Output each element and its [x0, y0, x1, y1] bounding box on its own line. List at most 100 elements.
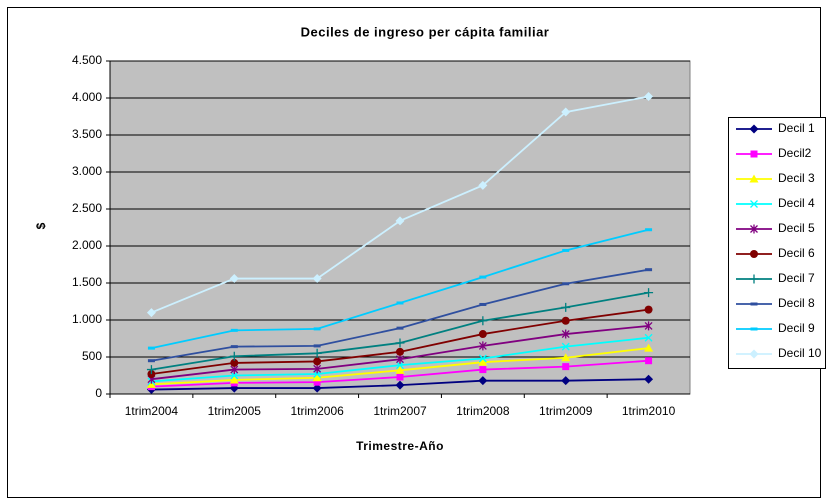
marker — [561, 353, 571, 362]
marker — [313, 364, 322, 374]
marker — [644, 343, 654, 352]
y-tick-label: 2.000 — [72, 238, 102, 252]
legend-label: Decil 1 — [778, 121, 815, 135]
marker — [395, 380, 405, 390]
marker — [750, 327, 758, 331]
x-tick-label: 1trim2009 — [539, 404, 593, 418]
marker — [313, 327, 321, 331]
x-tick-label: 1trim2008 — [456, 404, 510, 418]
marker — [644, 92, 654, 102]
y-tick-label: 500 — [82, 349, 102, 363]
marker — [561, 329, 570, 339]
marker — [478, 316, 488, 326]
marker — [561, 107, 571, 117]
marker — [396, 301, 404, 305]
marker — [562, 248, 570, 252]
legend-label: Decil 6 — [778, 246, 815, 260]
legend-label: Decil 7 — [778, 271, 815, 285]
chart-title: Deciles de ingreso per cápita familiar — [301, 24, 550, 39]
y-tick-label: 1.500 — [72, 275, 102, 289]
marker — [479, 275, 487, 279]
marker — [396, 373, 404, 381]
x-tick-label: 1trim2005 — [208, 404, 262, 418]
marker — [395, 216, 405, 226]
legend-label: Decil 10 — [778, 346, 822, 360]
marker — [561, 302, 571, 312]
marker — [478, 330, 487, 339]
marker — [313, 378, 321, 386]
y-tick-label: 0 — [95, 386, 102, 400]
legend-label: Decil 9 — [778, 321, 815, 335]
marker — [313, 357, 322, 366]
marker — [229, 375, 239, 384]
marker — [749, 124, 759, 134]
marker — [312, 373, 322, 382]
y-tick-label: 1.000 — [72, 312, 102, 326]
x-tick-label: 1trim2010 — [622, 404, 676, 418]
marker — [644, 288, 654, 298]
marker — [147, 359, 155, 363]
marker — [645, 228, 653, 232]
legend-label: Decil 4 — [778, 196, 815, 210]
marker — [750, 302, 758, 306]
x-tick-label: 1trim2007 — [373, 404, 427, 418]
x-tick-label: 1trim2006 — [290, 404, 344, 418]
marker — [478, 341, 487, 351]
marker — [395, 365, 405, 374]
y-tick-label: 4.500 — [72, 53, 102, 67]
legend-label: Decil 5 — [778, 221, 815, 235]
marker — [396, 361, 404, 370]
marker — [750, 224, 758, 234]
marker — [478, 376, 488, 386]
marker — [312, 383, 322, 393]
marker — [561, 342, 570, 351]
marker — [230, 358, 239, 367]
marker — [230, 345, 238, 349]
x-tick-label: 1trim2004 — [125, 404, 179, 418]
marker — [229, 274, 239, 284]
y-axis-title: $ — [34, 222, 48, 229]
marker — [147, 346, 155, 350]
marker — [396, 354, 404, 364]
legend — [728, 117, 826, 369]
marker — [750, 200, 758, 208]
marker — [749, 174, 759, 183]
marker — [229, 351, 239, 361]
marker — [146, 365, 156, 375]
marker — [312, 348, 322, 358]
marker — [395, 338, 405, 348]
marker — [562, 282, 570, 286]
y-tick-label: 3.500 — [72, 127, 102, 141]
marker — [561, 316, 570, 325]
marker — [396, 326, 404, 330]
marker — [749, 274, 759, 284]
legend-label: Decil 8 — [778, 296, 815, 310]
marker — [645, 357, 653, 365]
marker — [562, 363, 570, 371]
marker — [561, 376, 571, 386]
marker — [479, 366, 487, 374]
marker — [312, 274, 322, 284]
marker — [749, 349, 759, 359]
marker — [750, 150, 758, 158]
marker — [313, 344, 321, 348]
marker — [478, 180, 488, 190]
legend-label: Decil 3 — [778, 171, 815, 185]
marker — [750, 250, 758, 258]
marker — [396, 347, 404, 356]
marker — [146, 379, 156, 388]
x-axis-title: Trimestre-Año — [356, 439, 444, 453]
marker — [644, 374, 654, 384]
marker — [644, 333, 653, 342]
marker — [230, 371, 239, 380]
y-tick-label: 4.000 — [72, 90, 102, 104]
marker — [645, 268, 653, 272]
marker — [644, 321, 653, 331]
marker — [230, 328, 238, 332]
legend-label: Decil2 — [778, 146, 812, 160]
y-tick-label: 2.500 — [72, 201, 102, 215]
marker — [478, 354, 487, 363]
marker — [146, 308, 156, 318]
marker — [644, 305, 653, 314]
